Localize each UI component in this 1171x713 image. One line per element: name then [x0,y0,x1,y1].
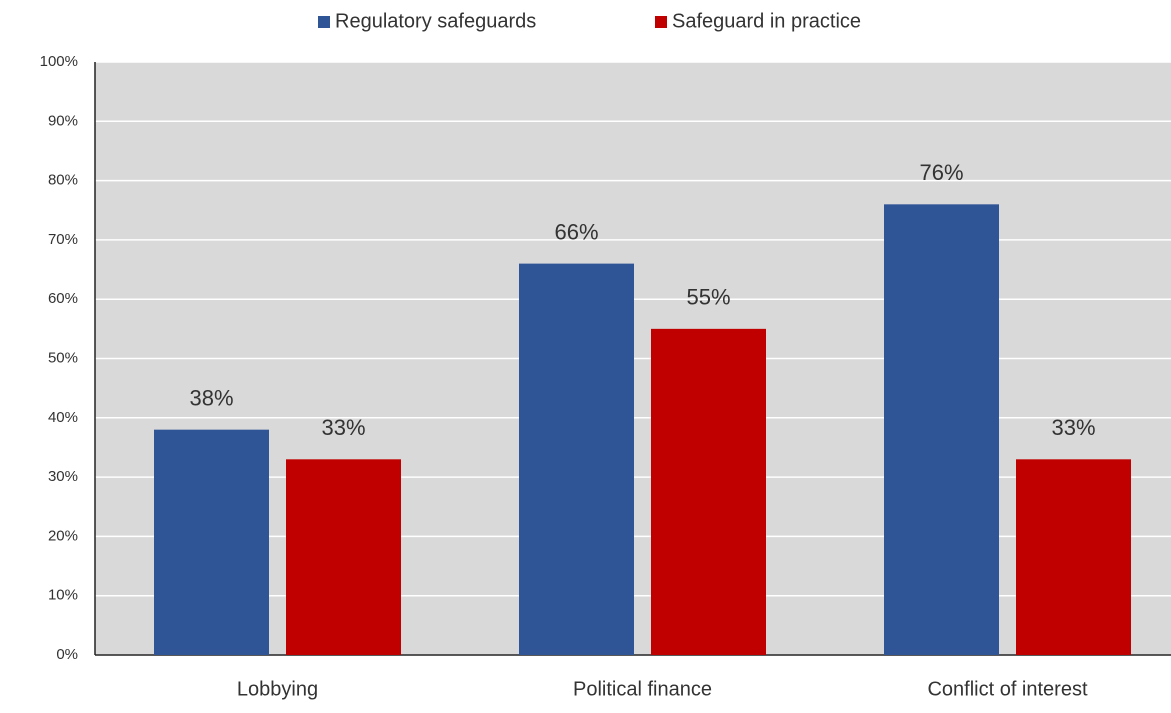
y-tick-label: 0% [56,646,78,663]
data-label: 33% [321,415,365,440]
bar [519,263,634,655]
legend-label: Safeguard in practice [672,10,861,32]
data-label: 66% [554,219,598,244]
y-tick-label: 10% [48,587,78,604]
y-tick-label: 30% [48,468,78,485]
data-label: 38% [189,385,233,410]
bar [884,204,999,655]
y-tick-label: 20% [48,527,78,544]
bar [154,429,269,655]
y-tick-label: 90% [48,112,78,129]
data-label: 76% [919,160,963,185]
y-tick-label: 40% [48,409,78,426]
legend-label: Regulatory safeguards [335,10,536,32]
y-tick-label: 60% [48,290,78,307]
bar [1016,459,1131,655]
legend-swatch [318,16,330,28]
x-tick-label: Conflict of interest [927,678,1088,700]
x-tick-label: Political finance [573,678,712,700]
y-tick-label: 80% [48,172,78,189]
data-label: 55% [686,285,730,310]
y-tick-label: 50% [48,349,78,366]
bar [286,459,401,655]
x-tick-label: Lobbying [237,678,318,700]
legend-swatch [655,16,667,28]
y-tick-label: 100% [40,53,78,70]
bar [651,328,766,655]
y-tick-label: 70% [48,231,78,248]
data-label: 33% [1051,415,1095,440]
